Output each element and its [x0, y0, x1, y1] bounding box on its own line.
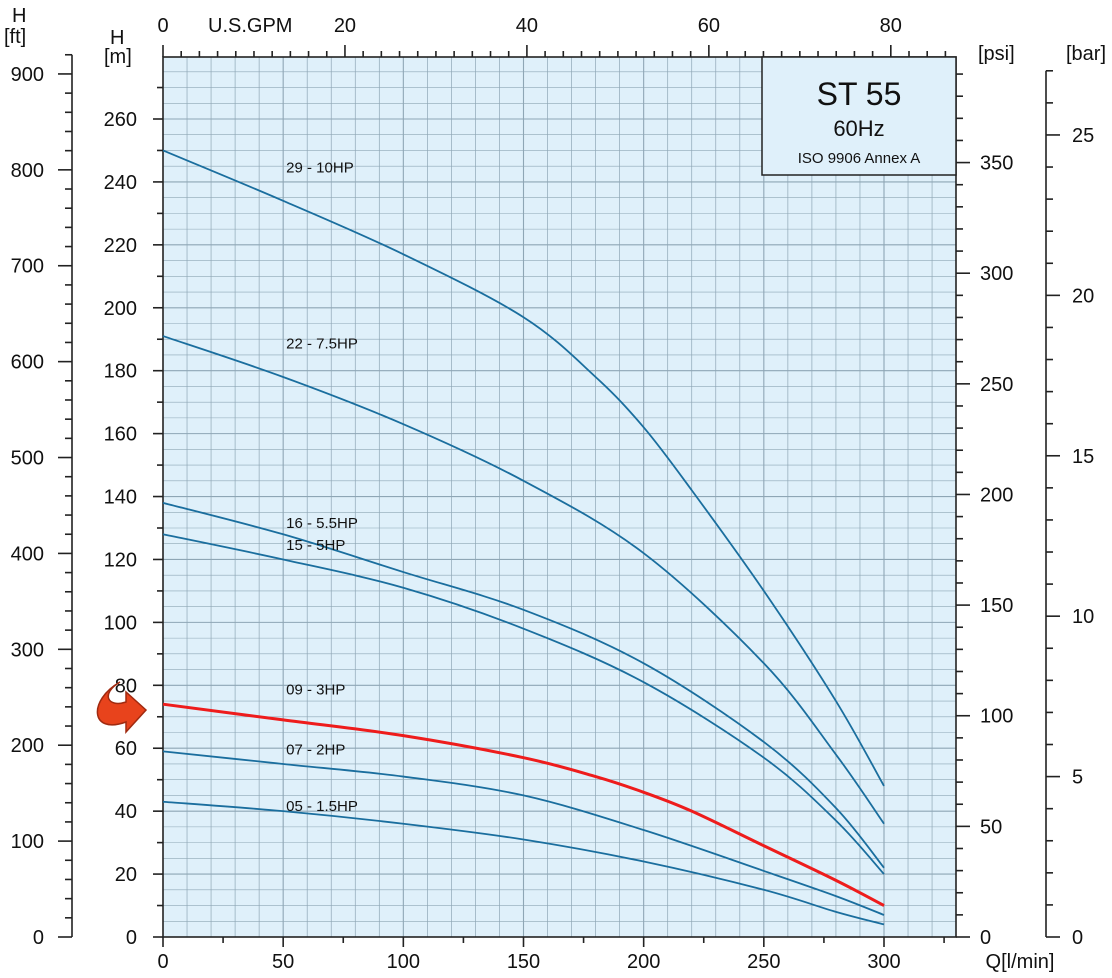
ft-axis-label-line1: H	[12, 5, 26, 27]
m-axis-tick-label: 220	[104, 235, 137, 257]
psi-axis-tick-label: 100	[980, 706, 1013, 728]
m-axis-tick-label: 160	[104, 424, 137, 446]
gpm-axis-tick-label: 40	[516, 15, 538, 37]
psi-axis-tick-label: 300	[980, 263, 1013, 285]
ft-axis-tick-label: 400	[11, 543, 44, 565]
m-axis-tick-label: 80	[115, 675, 137, 697]
bar-axis-tick-label: 0	[1072, 927, 1083, 949]
series-line	[162, 335, 885, 825]
series-label: 16 - 5.5HP	[286, 515, 358, 532]
chart-standard: ISO 9906 Annex A	[798, 150, 921, 167]
m-axis-tick-label: 40	[115, 801, 137, 823]
gpm-axis-tick-label: 20	[334, 15, 356, 37]
ft-axis-tick-label: 900	[11, 64, 44, 86]
ft-axis-tick-label: 600	[11, 352, 44, 374]
series-line	[162, 750, 885, 916]
title-box: ST 55 60Hz ISO 9906 Annex A	[761, 56, 957, 176]
series-label: 22 - 7.5HP	[286, 336, 358, 353]
series-line	[162, 501, 885, 869]
gpm-axis-tick-label: 0	[157, 15, 168, 37]
m-axis-tick-label: 60	[115, 738, 137, 760]
series-line	[162, 800, 885, 926]
series-label: 09 - 3HP	[286, 682, 345, 699]
psi-axis-tick-label: 50	[980, 816, 1002, 838]
q-axis-tick-label: 0	[157, 951, 168, 973]
ft-axis-tick-label: 300	[11, 639, 44, 661]
m-axis-tick-label: 140	[104, 487, 137, 509]
bar-axis-tick-label: 5	[1072, 767, 1083, 789]
ft-axis-tick-label: 700	[11, 256, 44, 278]
m-axis-tick-label: 0	[126, 927, 137, 949]
m-axis-label-line1: H	[110, 27, 124, 49]
gpm-axis-label: U.S.GPM	[208, 15, 292, 37]
series-label: 15 - 5HP	[286, 537, 345, 554]
psi-axis-label: [psi]	[978, 43, 1015, 65]
q-axis-tick-label: 50	[272, 951, 294, 973]
ft-axis-tick-label: 800	[11, 160, 44, 182]
psi-axis-tick-label: 250	[980, 374, 1013, 396]
m-axis-tick-label: 20	[115, 864, 137, 886]
q-axis-tick-label: 300	[867, 951, 900, 973]
m-axis-tick-label: 200	[104, 298, 137, 320]
series-line	[162, 533, 885, 875]
psi-axis-tick-label: 200	[980, 484, 1013, 506]
axes: 0204060801001201401601802002202402600100…	[11, 15, 1095, 973]
series-layer: 29 - 10HP 22 - 7.5HP 16 - 5.5HP 15 - 5HP 09 …	[162, 149, 885, 926]
flow-axis-label: Q[l/min]	[986, 951, 1055, 973]
bar-axis-tick-label: 10	[1072, 606, 1094, 628]
m-axis-tick-label: 260	[104, 109, 137, 131]
q-axis-tick-label: 200	[627, 951, 660, 973]
q-axis-tick-label: 100	[387, 951, 420, 973]
ft-axis-tick-label: 200	[11, 735, 44, 757]
series-line	[162, 702, 885, 907]
m-axis-label-line2: [m]	[104, 46, 132, 68]
bar-axis-tick-label: 15	[1072, 446, 1094, 468]
chart-subtitle: 60Hz	[833, 116, 884, 141]
q-axis-tick-label: 150	[507, 951, 540, 973]
series-label: 29 - 10HP	[286, 159, 354, 176]
series-line	[162, 149, 885, 787]
m-axis-tick-label: 100	[104, 612, 137, 634]
series-label: 05 - 1.5HP	[286, 798, 358, 815]
series-label: 07 - 2HP	[286, 742, 345, 759]
ft-axis-tick-label: 100	[11, 831, 44, 853]
bar-axis-label: [bar]	[1066, 43, 1106, 65]
ft-axis-tick-label: 500	[11, 448, 44, 470]
gpm-axis-tick-label: 80	[880, 15, 902, 37]
ft-axis-tick-label: 0	[33, 927, 44, 949]
ft-axis-label-line2: [ft]	[4, 26, 26, 48]
highlight-arrow-icon	[96, 681, 148, 734]
bar-axis-tick-label: 25	[1072, 125, 1094, 147]
m-axis-tick-label: 120	[104, 549, 137, 571]
m-axis-tick-label: 180	[104, 361, 137, 383]
chart-title: ST 55	[817, 76, 902, 112]
bar-axis-tick-label: 20	[1072, 285, 1094, 307]
gpm-axis-tick-label: 60	[698, 15, 720, 37]
psi-axis-tick-label: 0	[980, 927, 991, 949]
m-axis-tick-label: 240	[104, 172, 137, 194]
psi-axis-tick-label: 150	[980, 595, 1013, 617]
psi-axis-tick-label: 350	[980, 153, 1013, 175]
q-axis-tick-label: 250	[747, 951, 780, 973]
